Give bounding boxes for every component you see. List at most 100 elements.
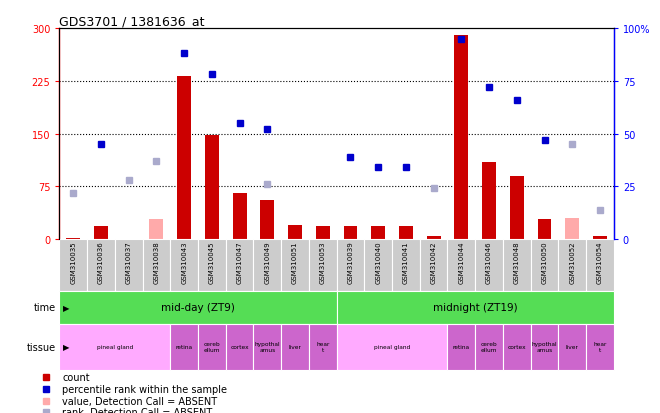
- Bar: [586, 240, 614, 291]
- Text: GSM310037: GSM310037: [125, 241, 132, 284]
- Text: time: time: [34, 303, 56, 313]
- Bar: [503, 324, 531, 370]
- Bar: [149, 220, 164, 240]
- Text: cortex: cortex: [508, 344, 526, 349]
- Text: hear
t: hear t: [593, 342, 607, 352]
- Text: value, Detection Call = ABSENT: value, Detection Call = ABSENT: [62, 396, 217, 406]
- Bar: [420, 240, 447, 291]
- Text: GSM310052: GSM310052: [569, 241, 576, 283]
- Text: cereb
ellum: cereb ellum: [203, 342, 220, 352]
- Bar: [94, 227, 108, 240]
- Text: GSM310043: GSM310043: [181, 241, 187, 284]
- Text: GSM310053: GSM310053: [319, 241, 326, 284]
- Bar: [115, 240, 143, 291]
- Bar: [558, 240, 586, 291]
- Bar: [566, 218, 579, 240]
- Bar: [447, 324, 475, 370]
- Bar: [59, 240, 87, 291]
- Text: liver: liver: [566, 344, 579, 349]
- Bar: [337, 291, 614, 324]
- Bar: [503, 240, 531, 291]
- Bar: [538, 220, 552, 240]
- Bar: [288, 225, 302, 240]
- Text: GSM310049: GSM310049: [264, 241, 271, 284]
- Bar: [316, 227, 330, 240]
- Bar: [233, 194, 247, 240]
- Bar: [364, 240, 392, 291]
- Text: retina: retina: [453, 344, 470, 349]
- Text: GDS3701 / 1381636_at: GDS3701 / 1381636_at: [59, 15, 205, 28]
- Bar: [253, 324, 281, 370]
- Bar: [475, 324, 503, 370]
- Bar: [261, 201, 275, 240]
- Bar: [281, 324, 309, 370]
- Bar: [226, 324, 253, 370]
- Text: rank, Detection Call = ABSENT: rank, Detection Call = ABSENT: [62, 407, 213, 413]
- Bar: [87, 240, 115, 291]
- Bar: [399, 227, 413, 240]
- Text: pineal gland: pineal gland: [97, 344, 133, 349]
- Text: GSM310050: GSM310050: [541, 241, 548, 284]
- Text: liver: liver: [288, 344, 302, 349]
- Bar: [170, 240, 198, 291]
- Bar: [593, 236, 607, 240]
- Bar: [510, 176, 524, 240]
- Bar: [226, 240, 253, 291]
- Text: GSM310051: GSM310051: [292, 241, 298, 284]
- Bar: [198, 240, 226, 291]
- Bar: [531, 324, 558, 370]
- Text: GSM310035: GSM310035: [70, 241, 77, 284]
- Bar: [143, 240, 170, 291]
- Text: GSM310046: GSM310046: [486, 241, 492, 284]
- Bar: [198, 324, 226, 370]
- Bar: [59, 291, 337, 324]
- Bar: [586, 324, 614, 370]
- Text: mid-day (ZT9): mid-day (ZT9): [161, 303, 235, 313]
- Text: percentile rank within the sample: percentile rank within the sample: [62, 384, 227, 394]
- Text: GSM310041: GSM310041: [403, 241, 409, 284]
- Bar: [337, 324, 447, 370]
- Text: GSM310048: GSM310048: [513, 241, 520, 284]
- Text: GSM310044: GSM310044: [458, 241, 465, 283]
- Bar: [475, 240, 503, 291]
- Text: tissue: tissue: [27, 342, 56, 352]
- Bar: [344, 227, 358, 240]
- Text: GSM310036: GSM310036: [98, 241, 104, 284]
- Bar: [205, 135, 219, 240]
- Text: pineal gland: pineal gland: [374, 344, 410, 349]
- Bar: [531, 240, 558, 291]
- Text: ▶: ▶: [63, 342, 69, 351]
- Text: ▶: ▶: [63, 303, 69, 312]
- Text: GSM310054: GSM310054: [597, 241, 603, 283]
- Text: hypothal
amus: hypothal amus: [255, 342, 280, 352]
- Text: GSM310047: GSM310047: [236, 241, 243, 284]
- Text: hear
t: hear t: [316, 342, 329, 352]
- Text: count: count: [62, 373, 90, 382]
- Bar: [392, 240, 420, 291]
- Text: midnight (ZT19): midnight (ZT19): [433, 303, 517, 313]
- Text: cereb
ellum: cereb ellum: [480, 342, 498, 352]
- Bar: [455, 36, 469, 240]
- Bar: [178, 77, 191, 240]
- Text: GSM310042: GSM310042: [430, 241, 437, 283]
- Text: hypothal
amus: hypothal amus: [532, 342, 557, 352]
- Bar: [558, 324, 586, 370]
- Bar: [309, 324, 337, 370]
- Bar: [59, 324, 170, 370]
- Text: cortex: cortex: [230, 344, 249, 349]
- Bar: [427, 236, 441, 240]
- Bar: [281, 240, 309, 291]
- Text: retina: retina: [176, 344, 193, 349]
- Bar: [482, 162, 496, 240]
- Bar: [66, 238, 81, 240]
- Text: GSM310045: GSM310045: [209, 241, 215, 283]
- Text: GSM310040: GSM310040: [375, 241, 381, 284]
- Bar: [447, 240, 475, 291]
- Text: GSM310038: GSM310038: [153, 241, 160, 284]
- Bar: [372, 227, 385, 240]
- Bar: [309, 240, 337, 291]
- Bar: [170, 324, 198, 370]
- Bar: [253, 240, 281, 291]
- Text: GSM310039: GSM310039: [347, 241, 354, 284]
- Bar: [337, 240, 364, 291]
